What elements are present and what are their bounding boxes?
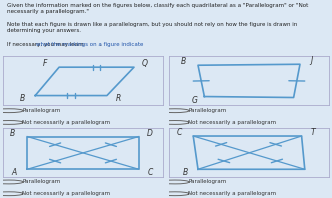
Text: D: D	[147, 129, 153, 138]
Text: G: G	[192, 96, 198, 105]
Text: B: B	[183, 168, 188, 177]
Text: Parallelogram: Parallelogram	[189, 108, 227, 113]
Text: Parallelogram: Parallelogram	[23, 108, 61, 113]
Text: Not necessarily a parallelogram: Not necessarily a parallelogram	[23, 120, 111, 125]
Text: B: B	[10, 129, 16, 138]
Text: C: C	[147, 168, 153, 177]
Text: Note that each figure is drawn like a parallelogram, but you should not rely on : Note that each figure is drawn like a pa…	[7, 22, 297, 33]
Text: Given the information marked on the figures below, classify each quadrilateral a: Given the information marked on the figu…	[7, 3, 308, 14]
Text: R: R	[116, 94, 121, 104]
Text: C: C	[176, 128, 182, 137]
Text: T: T	[310, 128, 315, 137]
Text: what the markings on a figure indicate: what the markings on a figure indicate	[36, 42, 143, 47]
Text: B: B	[181, 57, 186, 66]
Text: Q: Q	[142, 59, 148, 68]
Text: A: A	[12, 168, 17, 177]
Text: Not necessarily a parallelogram: Not necessarily a parallelogram	[189, 120, 277, 125]
Text: If necessary, you may learn: If necessary, you may learn	[7, 42, 85, 47]
Text: Not necessarily a parallelogram: Not necessarily a parallelogram	[189, 191, 277, 196]
Text: .: .	[100, 42, 101, 47]
Text: F: F	[42, 59, 47, 68]
Text: Parallelogram: Parallelogram	[189, 179, 227, 185]
Text: Not necessarily a parallelogram: Not necessarily a parallelogram	[23, 191, 111, 196]
Text: B: B	[20, 94, 25, 104]
Text: Parallelogram: Parallelogram	[23, 179, 61, 185]
Text: J: J	[310, 56, 312, 65]
